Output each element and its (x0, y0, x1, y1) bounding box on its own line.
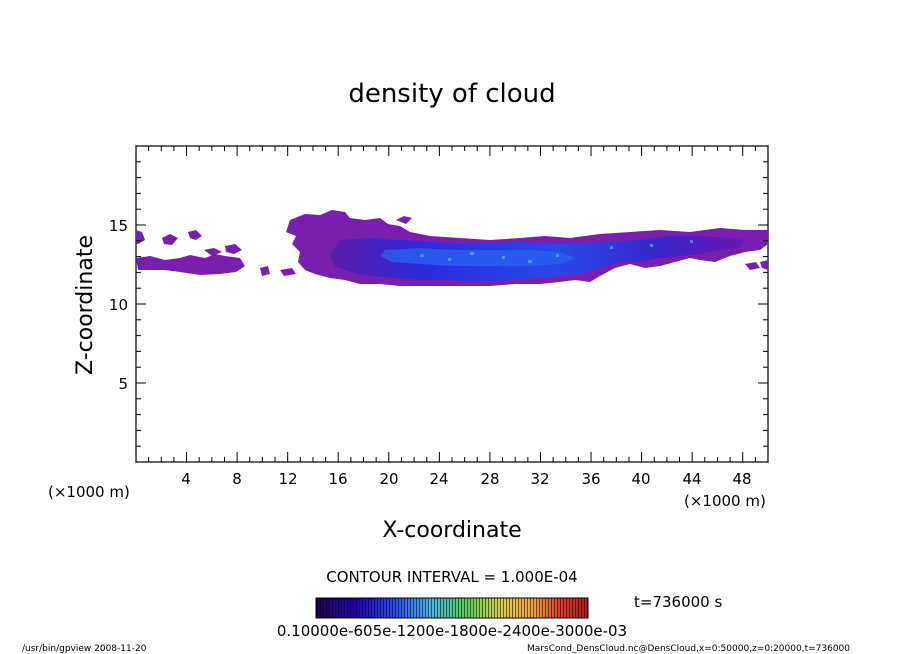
x-tick-label: 44 (682, 470, 701, 488)
plot-frame (135, 145, 769, 463)
cloud-texture (420, 240, 693, 263)
x-tick-label: 40 (631, 470, 650, 488)
x-axis-title: X-coordinate (382, 518, 521, 543)
cloud-region-left-bits (260, 266, 296, 276)
x-axis (186, 146, 744, 462)
x-tick-label: 8 (232, 470, 242, 488)
x-tick-label: 48 (732, 470, 751, 488)
footer-left: /usr/bin/gpview 2008-11-20 (22, 644, 147, 654)
x-tick-label: 32 (530, 470, 549, 488)
footer-right: MarsCond_DensCloud.nc@DensCloud,x=0:5000… (527, 644, 850, 654)
x-tick-label: 12 (278, 470, 297, 488)
y-tick-label: 5 (118, 375, 128, 393)
x-tick-label: 16 (328, 470, 347, 488)
x-tick-label: 36 (581, 470, 600, 488)
x-tick-label: 24 (429, 470, 448, 488)
cloud-region-main-center (380, 248, 575, 266)
x-tick-label: 20 (379, 470, 398, 488)
colorbar-frame (315, 597, 589, 619)
x-unit-label-left: (×1000 m) (48, 483, 130, 501)
time-label: t=736000 s (634, 593, 722, 611)
x-minor-ticks (148, 146, 756, 462)
cloud-field (136, 210, 768, 286)
y-axis-title: Z-coordinate (73, 235, 98, 375)
cloud-region-left (136, 254, 245, 275)
cloud-region-left-top (136, 230, 242, 256)
chart-title: density of cloud (348, 79, 555, 109)
y-tick-label: 10 (109, 296, 128, 314)
x-tick-label: 4 (181, 470, 191, 488)
x-tick-label: 28 (480, 470, 499, 488)
x-unit-label-right: (×1000 m) (684, 492, 766, 510)
y-axis (136, 224, 768, 384)
contour-interval: CONTOUR INTERVAL = 1.000E-04 (326, 568, 577, 586)
colorbar-labels: 0.10000e-605e-1200e-1800e-2400e-3000e-03 (277, 622, 627, 640)
colorbar-ticks (316, 598, 588, 618)
y-tick-label: 15 (109, 217, 128, 235)
y-minor-ticks (136, 161, 768, 447)
